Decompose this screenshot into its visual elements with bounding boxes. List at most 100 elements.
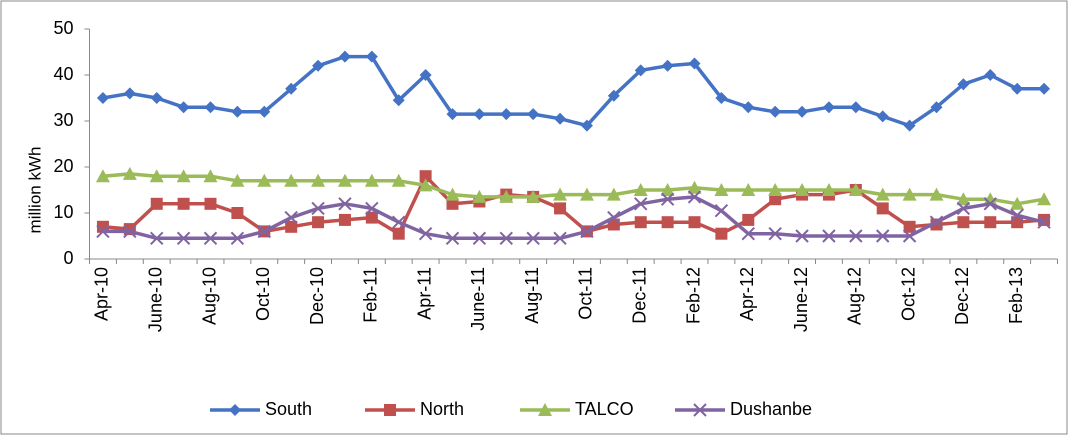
marker: [554, 112, 567, 125]
x-tick-label: June-12: [791, 267, 811, 332]
y-tick-label: 10: [53, 202, 73, 222]
marker: [849, 229, 863, 243]
marker: [715, 227, 728, 240]
marker: [364, 173, 379, 187]
marker: [338, 197, 352, 211]
marker: [714, 203, 729, 218]
marker: [149, 169, 164, 183]
marker: [741, 183, 756, 196]
marker: [122, 166, 137, 180]
marker: [258, 105, 271, 118]
marker: [554, 202, 567, 215]
marker: [418, 178, 433, 192]
marker: [96, 224, 110, 239]
marker: [338, 213, 351, 226]
marker: [177, 101, 190, 114]
x-tick-label: Aug-11: [522, 267, 542, 324]
marker: [957, 78, 970, 91]
y-axis-label: million kWh: [25, 147, 44, 234]
marker: [472, 189, 487, 203]
marker: [1010, 196, 1025, 210]
marker: [714, 183, 729, 196]
marker: [957, 216, 970, 229]
marker: [742, 213, 755, 226]
marker: [123, 87, 136, 100]
marker: [1037, 215, 1051, 229]
series-line: [102, 172, 1045, 206]
marker: [660, 192, 675, 206]
marker: [1011, 82, 1024, 95]
marker: [607, 210, 621, 225]
marker: [150, 92, 163, 104]
x-tick-label: Feb-11: [361, 267, 381, 323]
marker: [984, 216, 997, 229]
marker: [822, 229, 836, 243]
marker: [742, 101, 755, 114]
marker: [311, 173, 326, 187]
marker: [579, 187, 594, 201]
series-line: [102, 195, 1045, 241]
marker: [983, 197, 997, 211]
x-tick-label: June-11: [468, 267, 488, 331]
legend-marker: [538, 403, 552, 416]
marker: [257, 173, 272, 187]
marker: [633, 183, 648, 196]
marker: [392, 94, 405, 107]
marker: [903, 220, 916, 233]
marker: [769, 105, 782, 118]
marker: [391, 173, 406, 187]
marker: [634, 64, 647, 77]
marker: [1010, 208, 1024, 223]
marker: [527, 108, 540, 121]
marker: [419, 69, 432, 81]
marker: [1038, 82, 1051, 95]
marker: [312, 216, 325, 229]
marker: [231, 105, 244, 118]
marker: [796, 105, 809, 118]
marker: [231, 207, 244, 219]
marker: [930, 101, 943, 114]
marker: [446, 108, 459, 121]
marker: [338, 50, 351, 63]
marker: [848, 183, 863, 196]
marker: [526, 189, 541, 203]
x-tick-label: Dec-10: [307, 267, 327, 325]
marker: [365, 50, 378, 63]
marker: [123, 224, 137, 239]
marker: [1037, 192, 1052, 206]
x-tick-label: June-10: [145, 267, 165, 332]
marker: [365, 201, 379, 216]
marker: [337, 173, 352, 187]
marker: [983, 192, 998, 206]
y-tick-label: 0: [63, 248, 73, 268]
marker: [929, 187, 944, 201]
marker: [95, 169, 110, 183]
marker: [634, 216, 647, 229]
marker: [312, 59, 325, 72]
marker: [230, 231, 245, 246]
x-tick-label: Aug-10: [199, 267, 219, 325]
marker: [768, 226, 782, 241]
y-tick-label: 40: [53, 64, 73, 84]
marker: [902, 187, 917, 201]
marker: [203, 169, 218, 183]
marker: [660, 183, 675, 196]
legend-label: North: [420, 399, 464, 419]
marker: [284, 210, 298, 225]
marker: [795, 229, 809, 243]
marker: [580, 119, 593, 132]
marker: [445, 231, 460, 246]
marker: [177, 197, 190, 210]
marker: [257, 224, 271, 239]
marker: [876, 202, 889, 215]
marker: [741, 226, 755, 241]
marker: [768, 183, 783, 196]
marker: [473, 108, 486, 121]
marker: [446, 197, 459, 210]
marker: [956, 201, 971, 216]
marker: [419, 170, 432, 183]
marker: [445, 187, 460, 201]
marker: [150, 231, 164, 246]
marker: [715, 92, 728, 104]
